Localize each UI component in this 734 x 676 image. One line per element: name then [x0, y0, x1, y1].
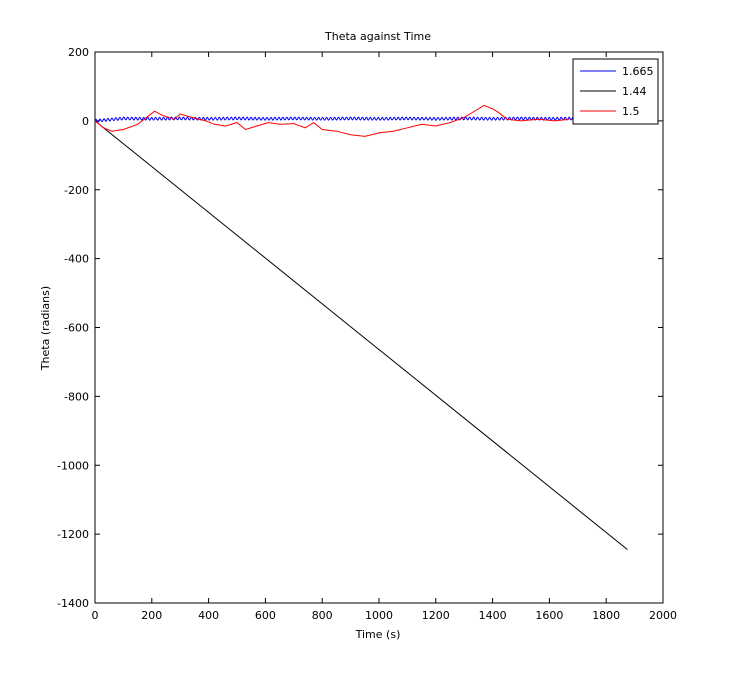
x-tick-label: 1200 — [422, 609, 450, 622]
x-tick-label: 200 — [141, 609, 162, 622]
x-axis-ticks: 0 200 400 600 800 1000 1200 1400 1600 1800 2000 — [92, 52, 677, 622]
x-tick-label: 400 — [198, 609, 219, 622]
series-line-2 — [94, 104, 570, 137]
legend-label-0: 1.665 — [622, 65, 654, 78]
y-tick-label: -400 — [64, 253, 89, 266]
x-tick-label: 2000 — [649, 609, 677, 622]
x-tick-label: 600 — [255, 609, 276, 622]
x-tick-label: 1000 — [365, 609, 393, 622]
legend-label-2: 1.5 — [622, 105, 640, 118]
x-tick-label: 800 — [312, 609, 333, 622]
chart-title: Theta against Time — [324, 30, 431, 43]
x-tick-label: 1600 — [535, 609, 563, 622]
x-axis-title: Time (s) — [355, 628, 401, 641]
data-series — [94, 104, 628, 550]
y-tick-label: 200 — [68, 46, 89, 59]
plot-axes: 0 200 400 600 800 1000 1200 1400 1600 1800 2000 20… — [57, 46, 677, 622]
series-line-1 — [94, 120, 628, 550]
y-tick-label: -600 — [64, 322, 89, 335]
y-tick-label: -1400 — [57, 597, 89, 610]
y-tick-label: -200 — [64, 184, 89, 197]
x-tick-label: 1800 — [592, 609, 620, 622]
y-tick-label: -1200 — [57, 528, 89, 541]
series-line-0 — [94, 116, 579, 123]
x-tick-label: 1400 — [479, 609, 507, 622]
y-tick-label: 0 — [82, 115, 89, 128]
legend: 1.665 1.44 1.5 — [572, 58, 659, 125]
y-tick-label: -1000 — [57, 459, 89, 472]
y-tick-label: -800 — [64, 390, 89, 403]
y-axis-title: Theta (radians) — [39, 286, 52, 371]
y-axis-ticks: 200 0 -200 -400 -600 -800 -1000 -1200 -1400 — [57, 46, 663, 610]
legend-label-1: 1.44 — [622, 85, 647, 98]
x-tick-label: 0 — [92, 609, 99, 622]
